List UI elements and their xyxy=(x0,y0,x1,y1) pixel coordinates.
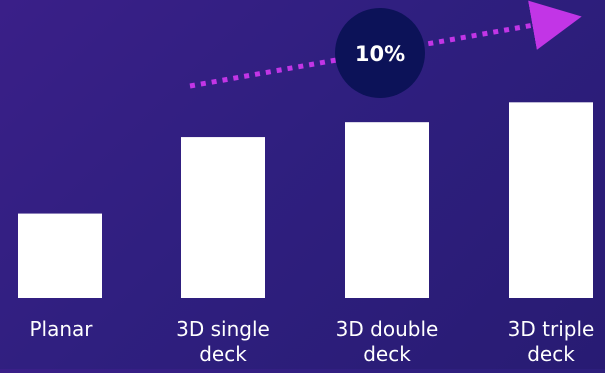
category-label-3-line-1: deck xyxy=(527,342,575,366)
category-label-3-line-0: 3D triple xyxy=(508,317,595,341)
category-label-0-line-0: Planar xyxy=(29,317,93,341)
category-label-2-line-0: 3D double xyxy=(336,317,439,341)
category-label-1-line-0: 3D single xyxy=(176,317,270,341)
growth-badge xyxy=(335,8,425,98)
bar-3 xyxy=(509,102,593,299)
growth-badge-group: 10% xyxy=(335,8,425,98)
category-label-1-line-1: deck xyxy=(199,342,247,366)
bar-1 xyxy=(181,137,265,298)
bars-group xyxy=(18,102,593,299)
bar-2 xyxy=(345,122,429,299)
category-label-2-line-1: deck xyxy=(363,342,411,366)
growth-badge-label: 10% xyxy=(355,42,405,66)
bar-0 xyxy=(18,213,102,298)
